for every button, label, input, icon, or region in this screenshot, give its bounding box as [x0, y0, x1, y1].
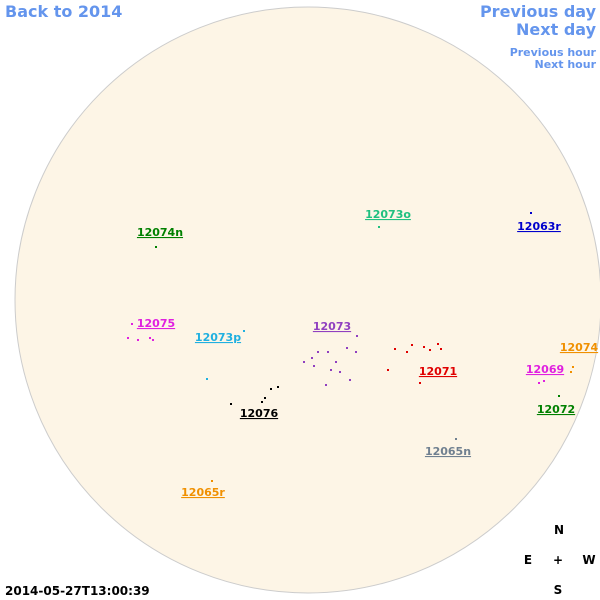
sunspot: [394, 348, 396, 350]
sunspot: [429, 349, 431, 351]
sunspot: [317, 351, 319, 353]
sunspot: [325, 384, 327, 386]
sunspot: [211, 480, 213, 482]
region-label[interactable]: 12065r: [181, 486, 225, 499]
sunspot: [455, 438, 457, 440]
sunspot: [131, 323, 133, 325]
sunspot: [330, 369, 332, 371]
sunspot: [356, 335, 358, 337]
compass-north: N: [554, 523, 564, 537]
sunspot: [127, 337, 129, 339]
sunspot: [423, 346, 425, 348]
compass-east: E: [524, 553, 532, 567]
sunspot: [543, 380, 545, 382]
region-label[interactable]: 12073p: [195, 331, 241, 344]
region-label[interactable]: 12074: [560, 341, 599, 354]
next-hour-link[interactable]: Next hour: [535, 58, 597, 71]
sunspot: [349, 379, 351, 381]
sunspot: [149, 337, 151, 339]
sunspot: [152, 339, 154, 341]
sunspot: [303, 361, 305, 363]
sunspot: [440, 348, 442, 350]
sunspot: [411, 344, 413, 346]
sunspot: [570, 371, 572, 373]
sunspot: [346, 347, 348, 349]
sunspot: [311, 357, 313, 359]
sunspot: [264, 397, 266, 399]
region-label[interactable]: 12072: [537, 403, 575, 416]
sunspot: [530, 212, 532, 214]
sunspot: [327, 351, 329, 353]
previous-day-link[interactable]: Previous day: [480, 2, 597, 21]
region-label[interactable]: 12065n: [425, 445, 471, 458]
sunspot: [206, 378, 208, 380]
sunspot: [277, 386, 279, 388]
back-link[interactable]: Back to 2014: [5, 2, 122, 21]
compass-center: +: [553, 553, 563, 567]
sunspot: [538, 382, 540, 384]
sunspot: [572, 366, 574, 368]
sunspot: [230, 403, 232, 405]
sunspot: [243, 330, 245, 332]
sunspot: [339, 371, 341, 373]
region-label[interactable]: 12073o: [365, 208, 411, 221]
sunspot: [313, 365, 315, 367]
sunspot: [261, 401, 263, 403]
region-label[interactable]: 12075: [137, 317, 175, 330]
region-label[interactable]: 12073: [313, 320, 351, 333]
sunspot: [437, 343, 439, 345]
sunspot: [137, 339, 139, 341]
sunspot: [270, 388, 272, 390]
region-label[interactable]: 12071: [419, 365, 457, 378]
sunspot: [155, 246, 157, 248]
region-label[interactable]: 12076: [240, 407, 279, 420]
region-label[interactable]: 12063r: [517, 220, 561, 233]
sunspot: [406, 351, 408, 353]
previous-hour-link[interactable]: Previous hour: [510, 46, 597, 59]
solar-disk: [14, 6, 600, 594]
sunspot: [378, 226, 380, 228]
sunspot: [387, 369, 389, 371]
sunspot: [558, 395, 560, 397]
sunspot: [355, 351, 357, 353]
timestamp: 2014-05-27T13:00:39: [5, 584, 150, 598]
compass-west: W: [582, 553, 595, 567]
sunspot: [419, 382, 421, 384]
compass-south: S: [554, 583, 563, 597]
next-day-link[interactable]: Next day: [516, 20, 597, 39]
region-label[interactable]: 12074n: [137, 226, 183, 239]
sunspot: [335, 361, 337, 363]
region-label[interactable]: 12069: [526, 363, 564, 376]
